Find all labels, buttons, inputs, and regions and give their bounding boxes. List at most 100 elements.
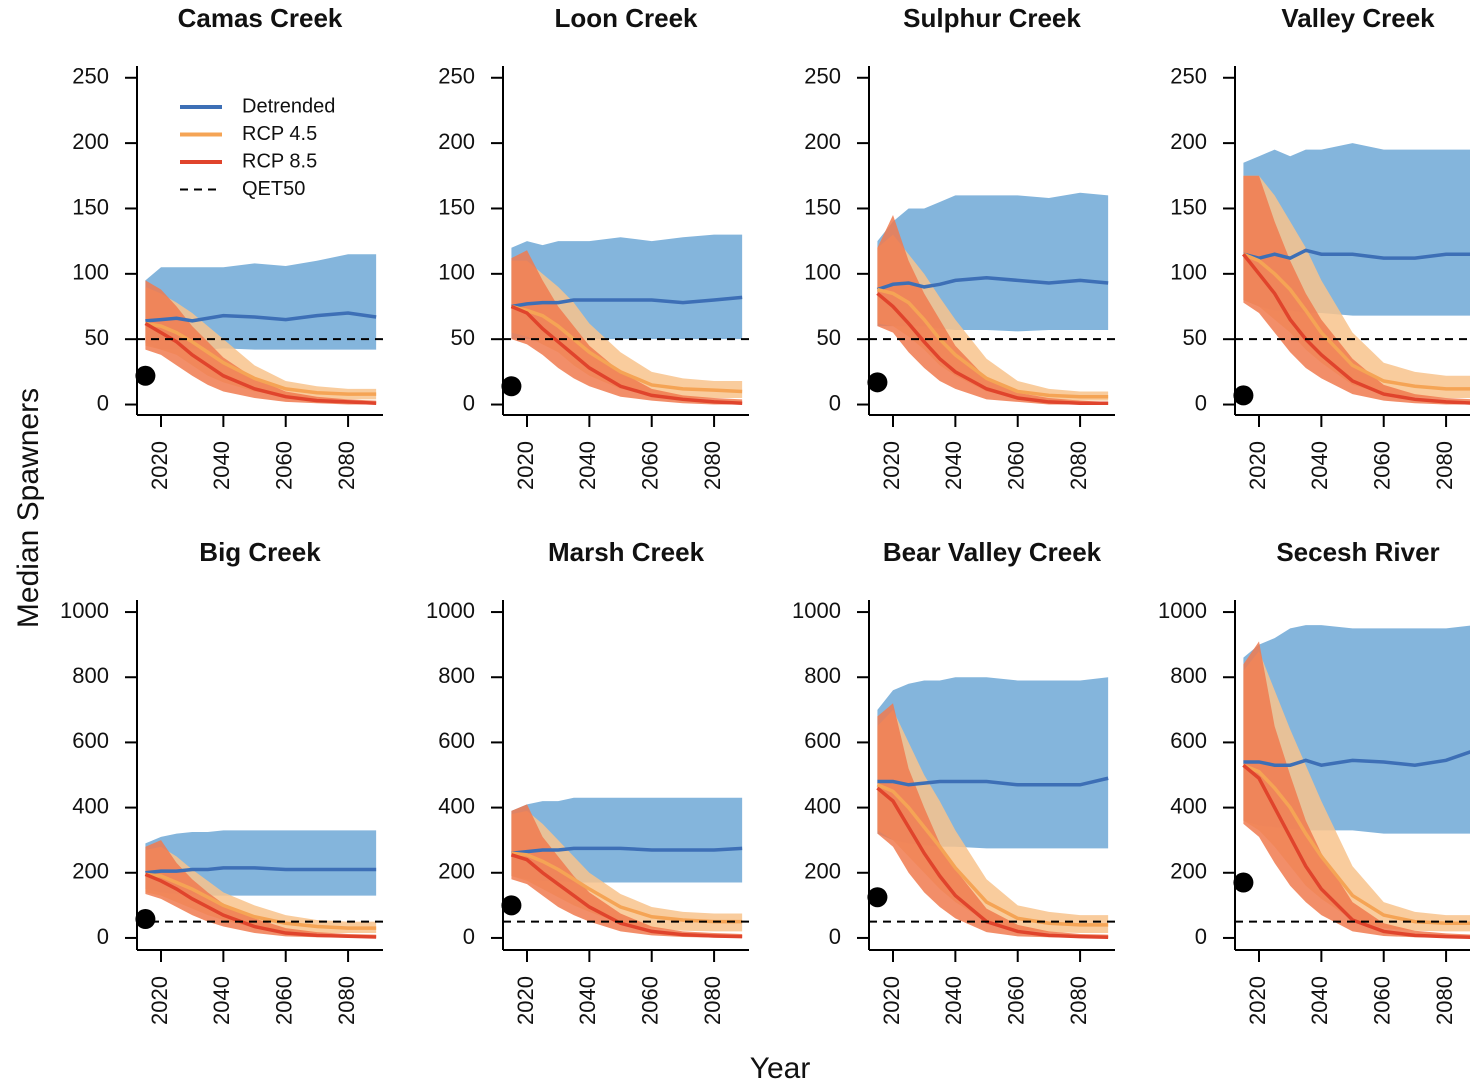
x-tick-label: 2020 (879, 441, 904, 490)
y-tick-label: 100 (72, 260, 109, 285)
median-line (876, 287, 1109, 399)
y-tick-label: 200 (438, 859, 475, 884)
x-tick-label: 2080 (700, 441, 725, 490)
x-tick-label: 2020 (147, 976, 172, 1025)
band (145, 280, 377, 405)
panel-title: Sulphur Creek (903, 3, 1081, 33)
y-tick-label: 250 (804, 64, 841, 89)
x-tick-label: 2060 (272, 441, 297, 490)
median-line (876, 783, 1109, 927)
x-tick-label: 2080 (1066, 441, 1091, 490)
x-tick-label: 2040 (209, 441, 234, 490)
band (145, 840, 377, 938)
x-tick-label: 2040 (1307, 976, 1332, 1025)
legend-label: RCP 4.5 (242, 123, 317, 145)
band (877, 215, 1109, 405)
x-tick-label: 2060 (638, 441, 663, 490)
y-tick-label: 0 (97, 390, 109, 415)
y-tick-label: 200 (804, 859, 841, 884)
x-tick-label: 2020 (513, 976, 538, 1025)
y-tick-label: 200 (72, 129, 109, 154)
band (511, 250, 743, 405)
panel-title: Secesh River (1276, 537, 1439, 567)
median-line (510, 853, 743, 939)
panel-title: Bear Valley Creek (883, 537, 1102, 567)
observed-point (867, 372, 888, 393)
x-tick-label: 2080 (1432, 976, 1457, 1025)
median-line (1242, 252, 1470, 391)
x-tick-label: 2040 (941, 441, 966, 490)
y-tick-label: 0 (829, 924, 841, 949)
y-tick-label: 200 (72, 859, 109, 884)
y-tick-label: 800 (72, 663, 109, 688)
band (1243, 175, 1470, 405)
y-tick-label: 600 (72, 728, 109, 753)
y-tick-label: 50 (817, 325, 841, 350)
y-tick-label: 250 (72, 64, 109, 89)
legend-label: RCP 8.5 (242, 150, 317, 172)
y-tick-label: 100 (804, 260, 841, 285)
y-tick-label: 800 (1170, 663, 1207, 688)
x-tick-label: 2080 (334, 976, 359, 1025)
y-tick-label: 800 (804, 663, 841, 688)
y-axis-title: Median Spawners (12, 388, 45, 628)
y-tick-label: 250 (1170, 64, 1207, 89)
x-tick-label: 2060 (638, 976, 663, 1025)
median-line (510, 304, 743, 405)
x-tick-label: 2060 (272, 976, 297, 1025)
median-line (1242, 253, 1470, 405)
y-tick-label: 150 (804, 194, 841, 219)
median-line (511, 851, 743, 924)
y-tick-label: 0 (463, 924, 475, 949)
y-tick-label: 1000 (792, 598, 841, 623)
band (877, 703, 1109, 938)
y-tick-label: 600 (1170, 728, 1207, 753)
x-tick-label: 2040 (575, 441, 600, 490)
y-tick-label: 1000 (60, 598, 109, 623)
y-tick-label: 150 (72, 194, 109, 219)
y-tick-label: 200 (1170, 859, 1207, 884)
observed-point (1233, 385, 1254, 406)
observed-point (135, 365, 156, 386)
median-line (876, 292, 1109, 405)
median-line (145, 872, 377, 930)
median-line (876, 786, 1109, 940)
y-tick-label: 600 (804, 728, 841, 753)
band (1243, 641, 1470, 938)
y-tick-label: 0 (829, 390, 841, 415)
observed-point (501, 895, 522, 916)
y-tick-label: 200 (438, 129, 475, 154)
y-tick-label: 200 (804, 129, 841, 154)
median-line (145, 321, 377, 396)
x-tick-label: 2080 (334, 441, 359, 490)
x-tick-label: 2020 (879, 976, 904, 1025)
observed-point (1233, 872, 1254, 893)
y-tick-label: 400 (438, 793, 475, 818)
y-tick-label: 400 (72, 793, 109, 818)
y-tick-label: 50 (1183, 325, 1207, 350)
observed-point (501, 376, 522, 397)
y-tick-label: 600 (438, 728, 475, 753)
y-tick-label: 200 (1170, 129, 1207, 154)
median-line (1242, 763, 1470, 939)
panel-title: Valley Creek (1281, 3, 1435, 33)
x-tick-label: 2020 (147, 441, 172, 490)
y-tick-label: 150 (438, 194, 475, 219)
x-tick-label: 2040 (575, 976, 600, 1025)
observed-point (867, 887, 888, 908)
y-tick-label: 800 (438, 663, 475, 688)
x-tick-label: 2080 (1432, 441, 1457, 490)
x-tick-label: 2080 (700, 976, 725, 1025)
median-line (1243, 750, 1470, 768)
y-tick-label: 1000 (426, 598, 475, 623)
y-tick-label: 0 (1195, 390, 1207, 415)
x-tick-label: 2020 (513, 441, 538, 490)
y-tick-label: 50 (85, 325, 109, 350)
y-tick-label: 150 (1170, 194, 1207, 219)
median-line (144, 872, 377, 939)
y-tick-label: 250 (438, 64, 475, 89)
median-line (876, 275, 1109, 292)
band (511, 804, 743, 938)
panel-title: Loon Creek (554, 3, 698, 33)
